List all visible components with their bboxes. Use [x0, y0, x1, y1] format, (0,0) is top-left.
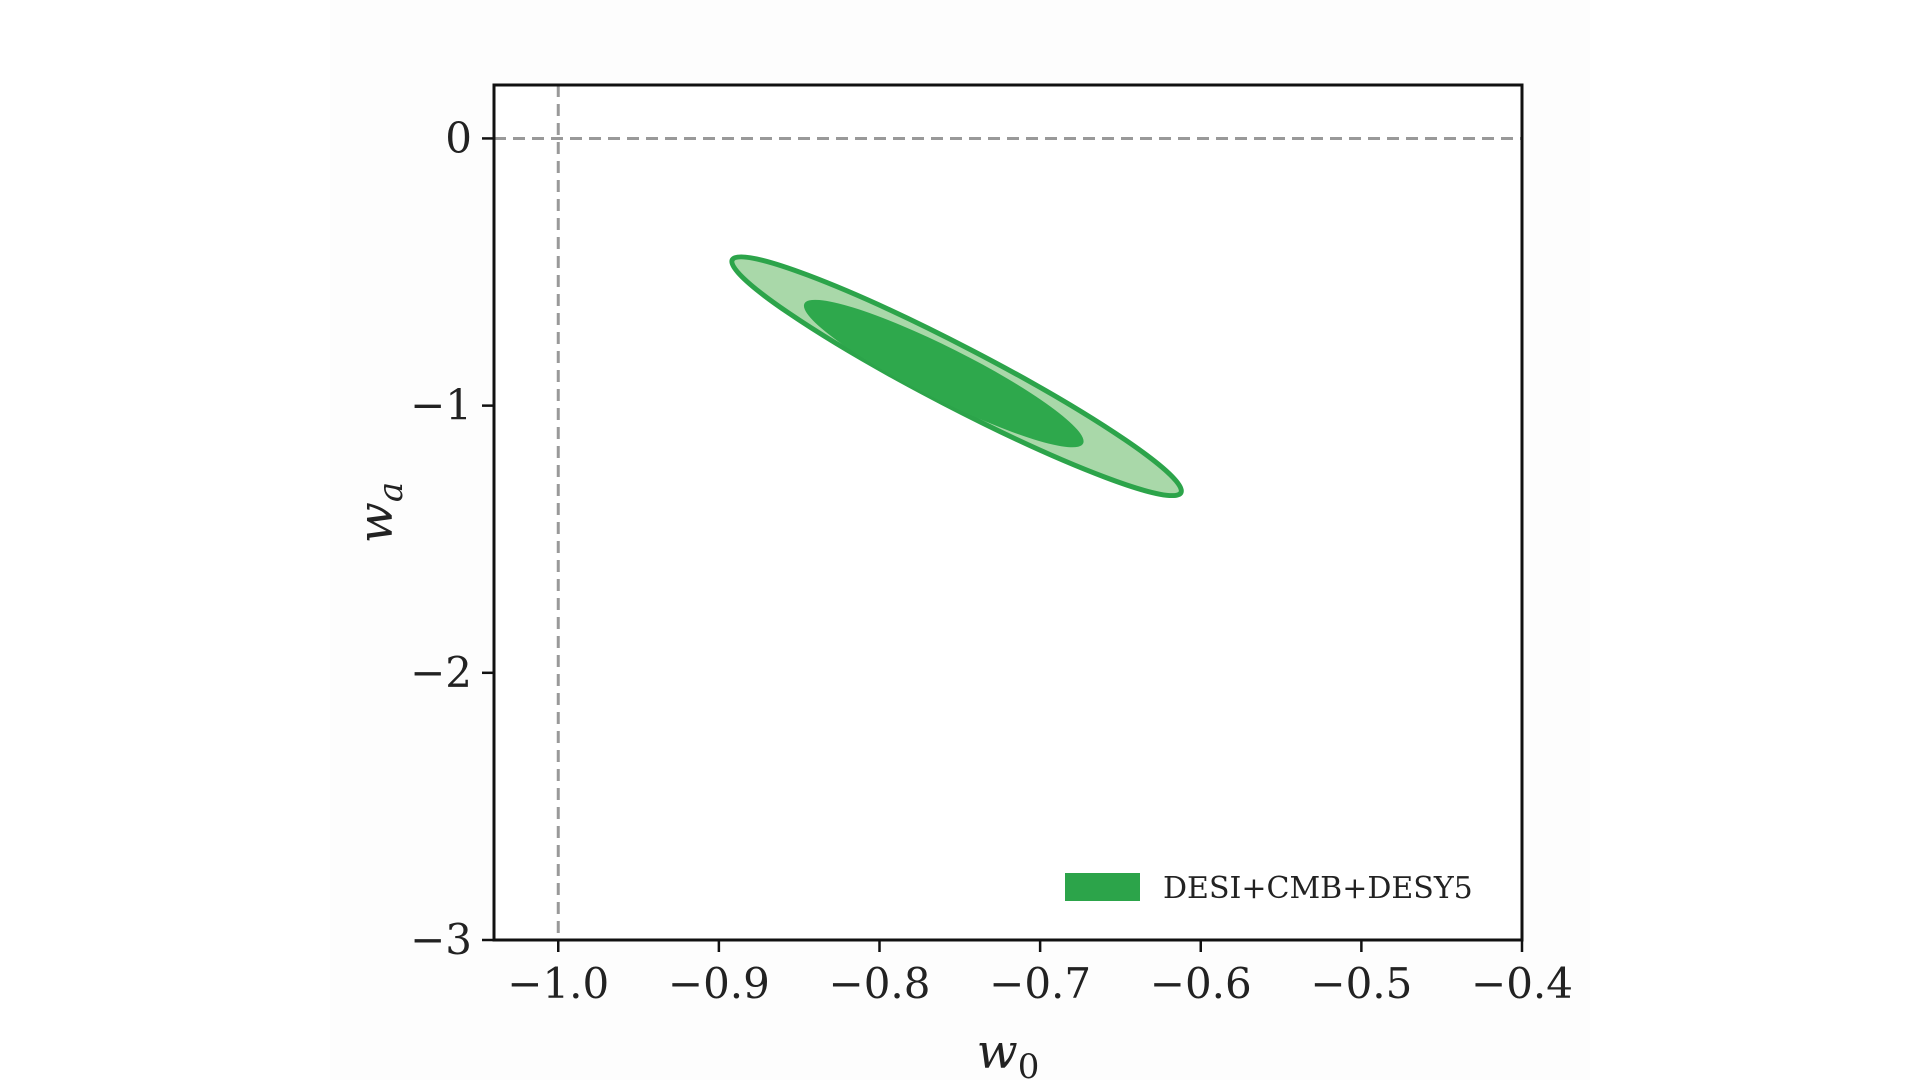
- y-axis: 0 −1 −2 −3: [410, 113, 494, 964]
- reference-lines: [494, 85, 1522, 940]
- legend-label: DESI+CMB+DESY5: [1163, 871, 1473, 906]
- y-axis-label-main: w: [348, 502, 404, 543]
- plot-area: [494, 85, 1522, 940]
- plot-background: [494, 85, 1522, 940]
- legend: DESI+CMB+DESY5: [1065, 871, 1473, 906]
- x-tick-label: −1.0: [507, 959, 609, 1008]
- x-axis: −1.0 −0.9 −0.8 −0.7 −0.6 −0.5 −0.4: [507, 940, 1573, 1008]
- x-axis-label-main: w: [977, 1024, 1018, 1080]
- y-axis-label-subscript: a: [371, 482, 411, 502]
- y-tick-label: 0: [445, 113, 472, 162]
- x-tick-label: −0.8: [829, 959, 931, 1008]
- y-axis-label: wa: [348, 482, 411, 543]
- x-tick-label: −0.6: [1150, 959, 1252, 1008]
- contour-68-percent: [803, 299, 1084, 448]
- y-tick-label: −2: [410, 648, 472, 697]
- y-tick-label: −1: [410, 381, 472, 430]
- x-tick-label: −0.9: [668, 959, 770, 1008]
- x-tick-label: −0.7: [989, 959, 1091, 1008]
- x-axis-label-subscript: 0: [1018, 1047, 1040, 1080]
- x-tick-label: −0.5: [1310, 959, 1412, 1008]
- x-axis-label: w0: [977, 1024, 1040, 1080]
- plot-frame: [492, 83, 1524, 942]
- y-tick-label: −3: [410, 915, 472, 964]
- x-tick-label: −0.4: [1471, 959, 1573, 1008]
- legend-swatch: [1065, 873, 1140, 901]
- confidence-contours: [729, 254, 1184, 499]
